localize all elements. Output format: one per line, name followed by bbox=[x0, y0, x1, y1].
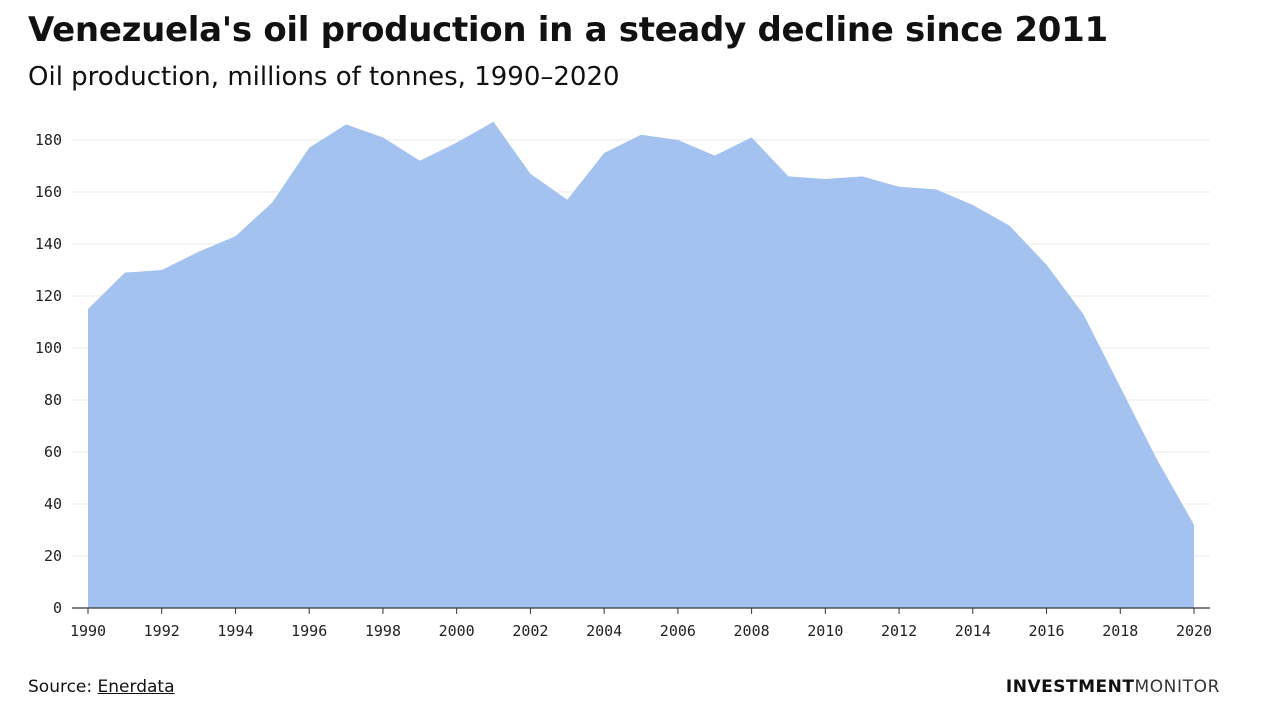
area-series-oil-production bbox=[88, 121, 1194, 609]
x-tick-label: 2002 bbox=[512, 622, 548, 640]
x-tick-label: 1998 bbox=[365, 622, 401, 640]
chart-subtitle: Oil production, millions of tonnes, 1990… bbox=[28, 62, 620, 92]
y-tick-label: 180 bbox=[35, 131, 62, 149]
source-link[interactable]: Enerdata bbox=[97, 677, 175, 697]
brand-bold: INVESTMENT bbox=[1005, 677, 1135, 697]
x-tick-label: 2020 bbox=[1176, 622, 1212, 640]
x-tick-label: 1990 bbox=[70, 622, 106, 640]
y-tick-label: 120 bbox=[35, 287, 62, 305]
x-tick-label: 2008 bbox=[734, 622, 770, 640]
y-tick-label: 40 bbox=[44, 495, 62, 513]
brand-light: MONITOR bbox=[1134, 677, 1220, 697]
y-tick-label: 0 bbox=[53, 599, 62, 617]
y-tick-label: 80 bbox=[44, 391, 62, 409]
x-tick-label: 1992 bbox=[144, 622, 180, 640]
x-tick-label: 2006 bbox=[660, 622, 696, 640]
x-tick-label: 2014 bbox=[955, 622, 991, 640]
x-tick-label: 2016 bbox=[1028, 622, 1064, 640]
y-tick-label: 140 bbox=[35, 235, 62, 253]
x-tick-label: 2004 bbox=[586, 622, 622, 640]
x-tick-label: 2010 bbox=[807, 622, 843, 640]
x-tick-label: 2012 bbox=[881, 622, 917, 640]
y-tick-label: 60 bbox=[44, 443, 62, 461]
source-note: Source: Enerdata bbox=[28, 677, 175, 697]
chart-title: Venezuela's oil production in a steady d… bbox=[28, 10, 1108, 50]
x-tick-label: 1994 bbox=[217, 622, 253, 640]
brand-logo: INVESTMENTMONITOR bbox=[1006, 677, 1220, 697]
y-tick-label: 100 bbox=[35, 339, 62, 357]
source-prefix: Source: bbox=[28, 677, 98, 697]
y-tick-label: 160 bbox=[35, 183, 62, 201]
x-tick-label: 1996 bbox=[291, 622, 327, 640]
y-tick-label: 20 bbox=[44, 547, 62, 565]
x-tick-label: 2000 bbox=[439, 622, 475, 640]
x-tick-label: 2018 bbox=[1102, 622, 1138, 640]
